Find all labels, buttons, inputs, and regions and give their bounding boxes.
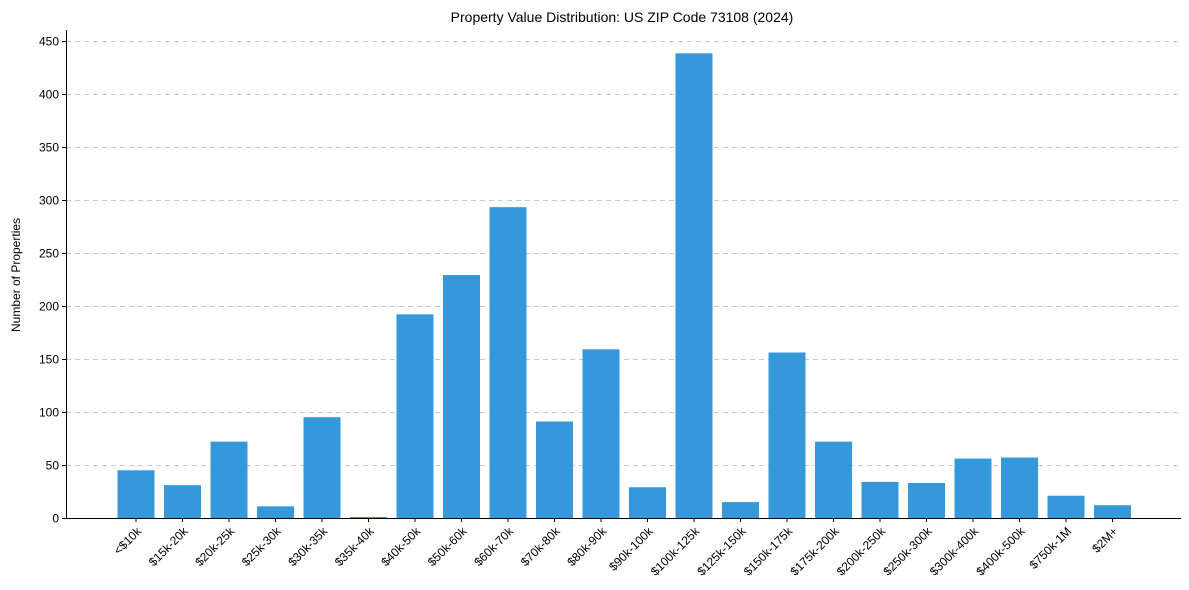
bars <box>117 53 1131 518</box>
y-tick-label: 350 <box>39 141 59 155</box>
y-gridlines <box>66 41 1181 466</box>
y-tick-label: 200 <box>39 300 59 314</box>
y-tick-label: 150 <box>39 353 59 367</box>
bar <box>908 482 945 518</box>
bar <box>536 421 573 518</box>
x-tick-label: <$10k <box>111 524 145 558</box>
x-tick-label: $2M+ <box>1089 524 1120 555</box>
bar <box>768 352 806 518</box>
bar <box>396 314 434 518</box>
x-tick-label: $25k-30k <box>239 524 285 570</box>
bar <box>675 53 713 518</box>
x-tick-label: $20k-25k <box>192 524 238 570</box>
x-tick-label: $200k-250k <box>834 524 889 579</box>
x-tick-label: $80k-90k <box>564 524 610 570</box>
y-tick-label: 0 <box>52 512 59 526</box>
bar <box>582 349 620 518</box>
bar <box>257 506 294 518</box>
x-tick-label: $400k-500k <box>973 524 1028 579</box>
bar <box>1094 505 1131 518</box>
bar <box>303 417 341 518</box>
bar <box>629 487 666 518</box>
bar <box>443 275 480 518</box>
x-tick-label: $60k-70k <box>471 524 517 570</box>
x-tick-label: $750k-1M <box>1026 524 1074 572</box>
bar <box>815 441 852 518</box>
y-ticks: 0 50 100 150 200 250 300 350 400 450 <box>39 35 66 526</box>
bar <box>1001 457 1038 518</box>
chart-title: Property Value Distribution: US ZIP Code… <box>451 9 794 25</box>
y-axis-label: Number of Properties <box>9 218 23 332</box>
x-tick-label: $70k-80k <box>518 524 564 570</box>
y-tick-label: 300 <box>39 194 59 208</box>
x-tick-label: $15k-20k <box>146 524 192 570</box>
bar <box>861 481 899 518</box>
y-tick-label: 250 <box>39 247 59 261</box>
bar <box>722 502 759 518</box>
x-tick-label: $125k-150k <box>694 524 749 579</box>
x-tick-label: $300k-400k <box>927 524 982 579</box>
x-tick-label: $100k-125k <box>648 524 703 579</box>
y-tick-label: 450 <box>39 35 59 49</box>
x-tick-label: $90k-100k <box>606 524 656 574</box>
y-tick-label: 50 <box>46 459 60 473</box>
bar <box>1047 495 1085 518</box>
x-tick-label: $35k-40k <box>332 524 378 570</box>
bar <box>350 516 387 518</box>
x-tick-label: $150k-175k <box>741 524 796 579</box>
bar <box>117 470 155 518</box>
x-tick-label: $250k-300k <box>880 524 935 579</box>
bar <box>210 441 248 518</box>
x-tick-label: $175k-200k <box>787 524 842 579</box>
bar <box>164 485 201 518</box>
x-tick-label: $50k-60k <box>425 524 471 570</box>
axes <box>66 30 1181 519</box>
bar <box>489 207 527 518</box>
x-tick-label: $40k-50k <box>378 524 424 570</box>
y-tick-label: 400 <box>39 88 59 102</box>
bar <box>954 458 992 518</box>
x-tick-label: $30k-35k <box>285 524 331 570</box>
y-tick-label: 100 <box>39 406 59 420</box>
x-ticks: <$10k $15k-20k $20k-25k $25k-30k $30k-35k $35… <box>111 518 1121 578</box>
